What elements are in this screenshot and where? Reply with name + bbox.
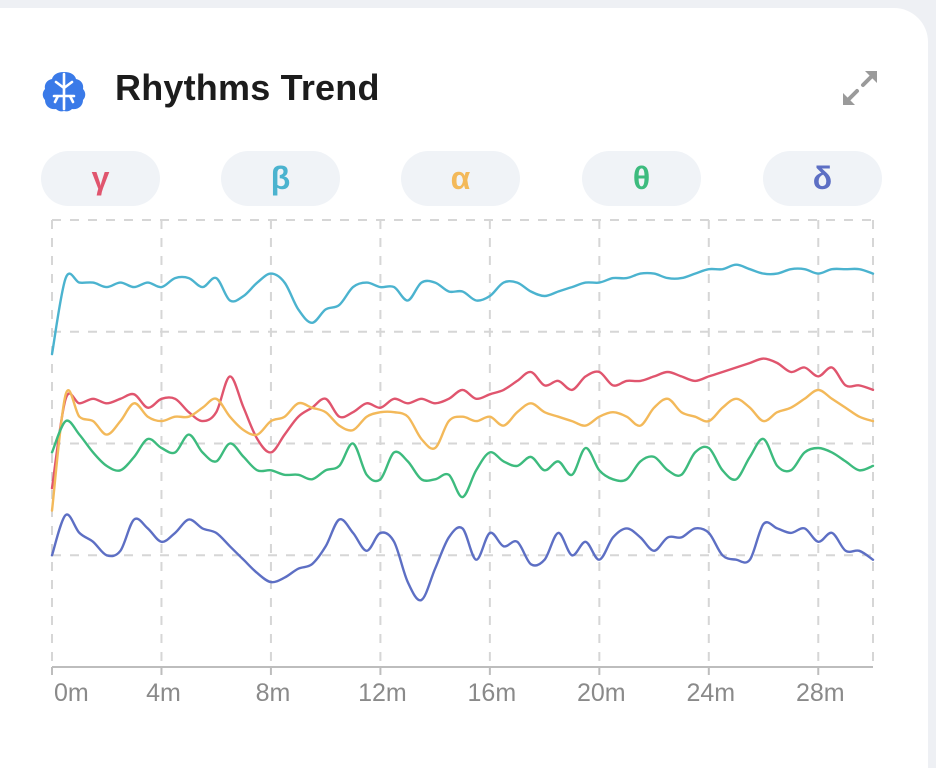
series-line-δ	[50, 513, 875, 602]
series-line-α	[50, 388, 875, 512]
series-line-β	[50, 263, 875, 356]
band-tab-label: β	[270, 160, 291, 196]
series-line-θ	[50, 419, 875, 499]
band-tab-label: α	[450, 160, 471, 196]
page-title: Rhythms Trend	[115, 67, 380, 108]
band-tab-alpha[interactable]: α	[401, 151, 520, 206]
chart-grid	[51, 219, 874, 667]
expand-icon[interactable]	[838, 66, 882, 110]
x-tick-label: 16m	[468, 679, 517, 707]
x-tick-label: 28m	[796, 679, 845, 707]
card-header: Rhythms Trend	[0, 8, 928, 158]
band-tab-beta[interactable]: β	[221, 151, 340, 206]
band-tab-delta[interactable]: δ	[763, 151, 882, 206]
x-tick-label: 12m	[358, 679, 407, 707]
rhythms-trend-card: Rhythms Trend γ β α θ δ	[0, 8, 928, 768]
band-tab-gamma[interactable]: γ	[41, 151, 160, 206]
rhythms-line-chart: 0m 4m 8m 12m 16m 20m 24m 28m	[50, 219, 875, 707]
band-tab-label: γ	[91, 160, 110, 196]
x-tick-label: 20m	[577, 679, 626, 707]
series-line-γ	[50, 357, 875, 490]
x-tick-label: 24m	[686, 679, 735, 707]
brain-icon	[42, 72, 86, 112]
band-tab-theta[interactable]: θ	[582, 151, 701, 206]
x-tick-label: 4m	[146, 679, 181, 707]
x-axis-ticks: 0m 4m 8m 12m 16m 20m 24m 28m	[51, 667, 845, 707]
chart-series	[50, 263, 875, 602]
band-tab-label: θ	[632, 160, 651, 196]
x-tick-label: 0m	[54, 679, 89, 707]
x-tick-label: 8m	[256, 679, 291, 707]
band-tab-label: δ	[812, 160, 833, 196]
